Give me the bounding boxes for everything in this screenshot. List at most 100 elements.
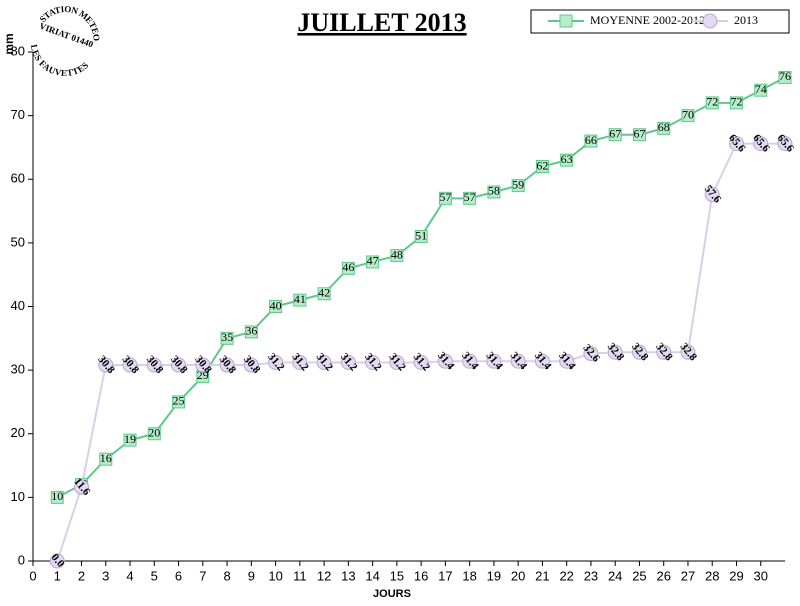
legend-label: MOYENNE 2002-2012 [590, 13, 705, 27]
data-label: 31.4 [532, 350, 554, 373]
data-label: 30.8 [120, 354, 142, 377]
data-point [438, 191, 452, 205]
data-label: 67 [633, 126, 645, 140]
y-tick-label: 70 [11, 107, 25, 122]
data-label: 72 [730, 95, 742, 109]
legend-marker [559, 14, 573, 28]
data-label: 57 [464, 190, 476, 204]
x-tick-label: 3 [102, 568, 109, 583]
data-point [656, 344, 672, 360]
x-tick-label: 4 [126, 568, 133, 583]
legend-marker [702, 13, 718, 29]
data-label: 70 [682, 107, 694, 121]
data-label: 76 [779, 69, 791, 83]
data-point [510, 353, 526, 369]
y-tick-label: 20 [11, 425, 25, 440]
data-point [390, 249, 404, 263]
data-label: 31.2 [338, 351, 360, 374]
data-point [583, 346, 599, 362]
legend-label: 2013 [734, 13, 758, 27]
data-point [50, 490, 64, 504]
data-label: 32.8 [678, 341, 700, 364]
x-tick-label: 10 [268, 568, 282, 583]
data-point [269, 300, 283, 313]
data-label: 41 [294, 292, 306, 306]
data-label: 30.8 [192, 354, 214, 377]
data-point [98, 357, 114, 373]
data-label: 16 [100, 451, 112, 465]
logo: STATION METEO VIRIAT 01440 LES FAUVETTES [22, 0, 110, 87]
y-tick-label: 60 [11, 171, 25, 186]
data-point [463, 191, 477, 205]
data-point [195, 357, 211, 373]
data-label: 30.8 [95, 354, 117, 377]
x-tick-label: 2 [78, 568, 85, 583]
data-label: 31.2 [411, 351, 433, 374]
data-point [632, 128, 646, 142]
data-label: 68 [658, 120, 670, 134]
data-point [74, 479, 90, 495]
data-label: 30.8 [144, 354, 166, 377]
data-point [172, 395, 186, 409]
data-point [389, 354, 405, 370]
x-tick-label: 21 [535, 568, 549, 583]
data-point [704, 187, 720, 203]
data-point [657, 121, 671, 135]
x-tick-label: 17 [438, 568, 452, 583]
data-point [754, 83, 768, 97]
y-tick-label: 50 [11, 234, 25, 249]
data-label: 0.0 [49, 552, 67, 571]
data-label: 57.6 [702, 183, 724, 206]
data-point [560, 153, 574, 167]
data-point [365, 354, 381, 370]
data-label: 47 [367, 254, 379, 268]
x-tick-label: 25 [632, 568, 646, 583]
x-tick-label: 26 [656, 568, 670, 583]
data-label: 31.2 [362, 351, 384, 374]
x-tick-label: 7 [199, 568, 206, 583]
x-tick-label: 27 [681, 568, 695, 583]
data-label: 32.8 [653, 341, 675, 364]
data-label: 32.8 [605, 341, 627, 364]
data-point [631, 344, 647, 360]
data-point [171, 357, 187, 373]
x-tick-label: 23 [584, 568, 598, 583]
x-tick-label: 0 [29, 568, 36, 583]
y-tick-label: 10 [11, 489, 25, 504]
data-label: 35 [221, 330, 233, 344]
data-point [534, 353, 550, 369]
data-label: 10 [51, 489, 63, 503]
data-point [680, 344, 696, 360]
data-point [608, 128, 622, 142]
x-tick-label: 8 [223, 568, 230, 583]
y-axis-label: mm [2, 33, 16, 54]
legend-box [530, 9, 790, 34]
x-tick-label: 5 [151, 568, 158, 583]
x-tick-label: 20 [511, 568, 525, 583]
x-tick-label: 28 [705, 568, 719, 583]
data-point [607, 344, 623, 360]
data-point [511, 179, 525, 193]
x-tick-label: 14 [365, 568, 379, 583]
data-point [705, 96, 719, 110]
data-label: 74 [755, 82, 767, 96]
data-point [777, 136, 793, 152]
data-point [317, 287, 331, 301]
x-tick-label: 9 [248, 568, 255, 583]
data-label: 31.4 [556, 350, 578, 373]
data-point [146, 357, 162, 373]
data-point [366, 255, 380, 269]
data-label: 30.8 [241, 354, 263, 377]
data-label: 31.2 [265, 351, 287, 374]
x-tick-label: 16 [414, 568, 428, 583]
x-tick-label: 24 [608, 568, 622, 583]
data-point [753, 136, 769, 152]
data-label: 31.2 [386, 351, 408, 374]
data-label: 20 [148, 426, 160, 440]
data-label: 31.2 [289, 351, 311, 374]
x-tick-label: 11 [293, 568, 307, 583]
data-point [316, 354, 332, 370]
data-point [778, 70, 792, 84]
data-label: 25 [173, 394, 185, 408]
